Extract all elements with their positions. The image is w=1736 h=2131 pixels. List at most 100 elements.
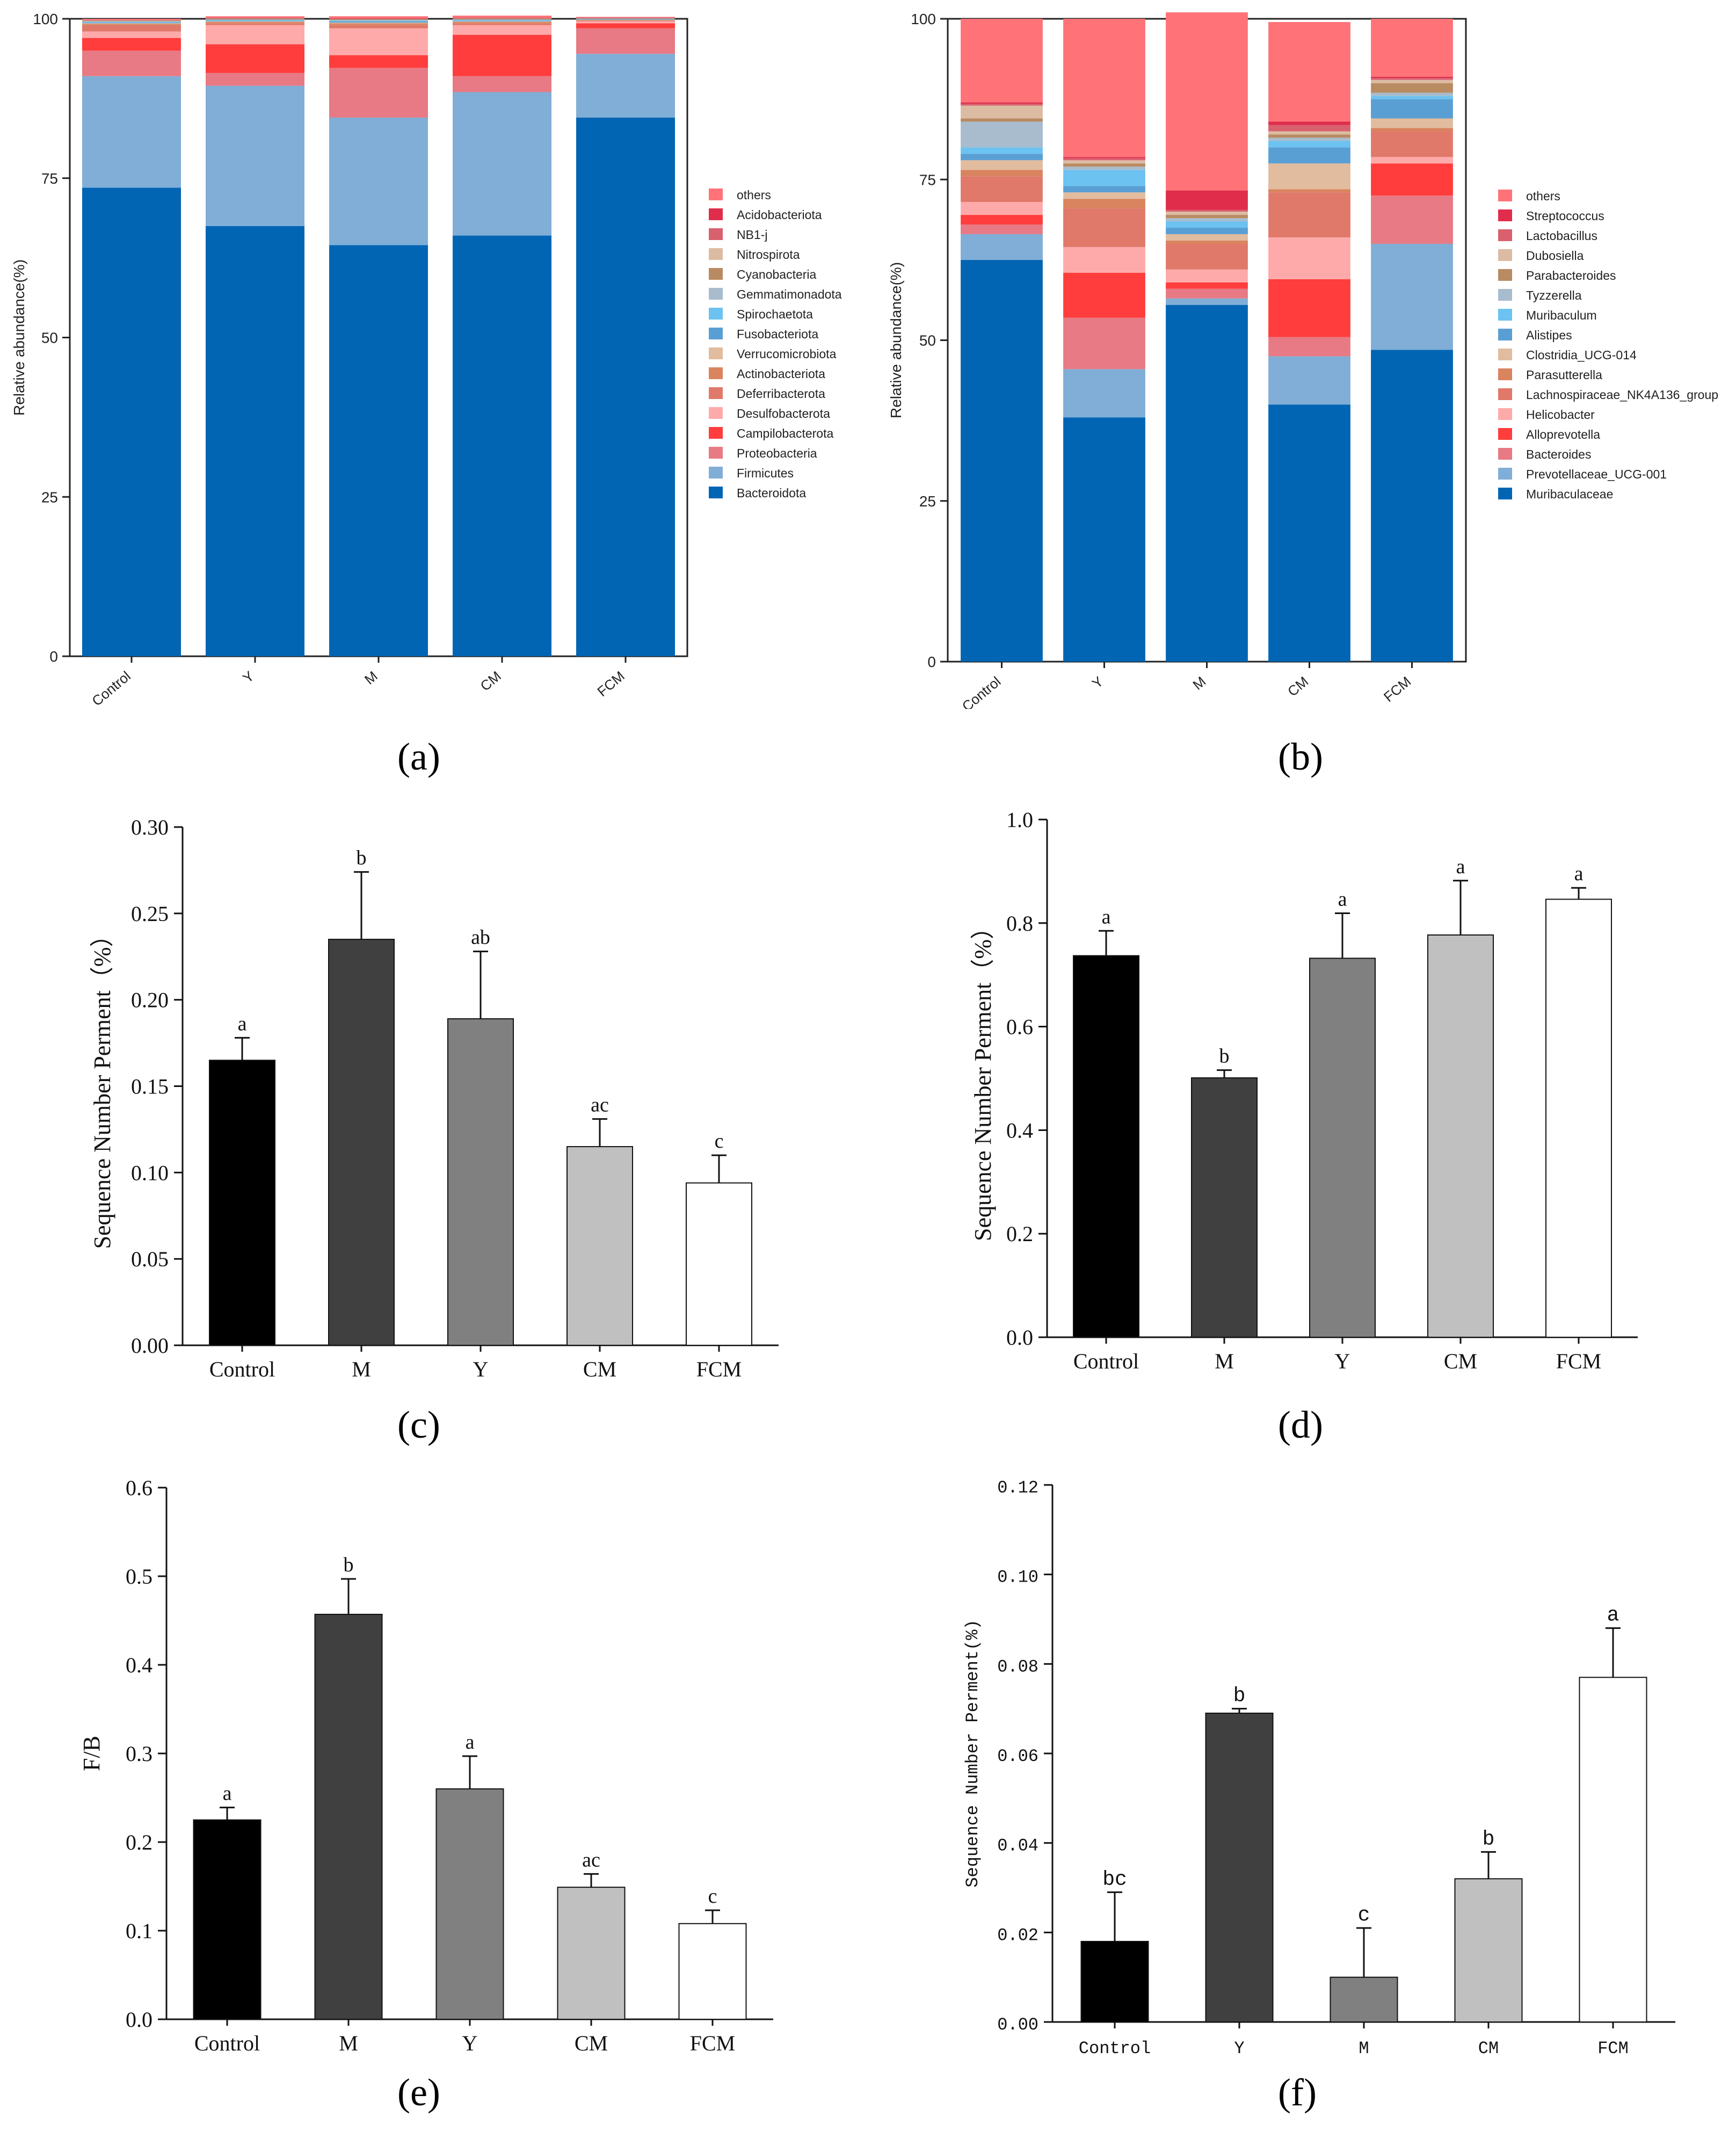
bar-segment-parasutterella [961,170,1043,177]
bar-segment-nitrospirota [82,20,181,21]
legend-label: others [1526,189,1560,203]
significance-letter: a [1102,905,1111,928]
y-tick-label: 0.08 [997,1657,1038,1677]
x-tick-label: Y [473,1357,489,1381]
bar-segment-parasutterella [1371,128,1453,132]
y-tick-label: 25 [41,489,58,505]
bar-segment-parabacteroides [1371,83,1453,93]
y-tick-label: 0 [49,648,58,665]
bar-segment-nitrospirota [453,18,551,19]
bar-segment-others [329,16,428,19]
bar-segment-bacteroides [1166,288,1248,299]
y-tick-label: 0.4 [126,1653,152,1677]
legend-label: Campilobacterota [737,426,833,440]
bar-segment-firmicutes [206,85,304,226]
chart-b: 0 25 50 75 100 Relative abundance(%) Control Y M… [888,11,1718,709]
bar-segment-others [206,16,304,18]
bar-segment-actinobacteriota [453,21,551,24]
legend-label: Parasutterella [1526,368,1602,382]
bar-segment-streptococcus [1371,76,1453,78]
legend-label: Muribaculaceae [1526,487,1613,501]
legend-swatch [709,268,723,280]
bar-m [1191,1077,1258,1338]
bar-segment-helicobacter [1371,157,1453,164]
bar-segment-desulfobacterota [453,25,551,35]
bar-segment-others [1063,19,1145,157]
legend-label: Nitrospirota [737,248,800,262]
y-tick-label: 0.0 [1006,1325,1033,1350]
bar-segment-tyzzerella [961,121,1043,148]
y-tick-label: 0.3 [126,1742,152,1766]
bar-segment-others [961,19,1043,103]
legend-swatch [1498,309,1512,321]
y-tick-label: 0.12 [997,1478,1038,1498]
bar-segment-parabacteroides [1063,163,1145,167]
y-axis-label: Relative abundance(%) [888,262,904,418]
bar-segment-firmicutes [453,92,551,236]
bar-segment-streptococcus [1166,190,1248,210]
y-tick-label: 50 [919,332,936,349]
bar-segment-streptococcus [1063,157,1145,158]
panel-label-e: (e) [397,2071,440,2114]
significance-letter: a [1456,856,1465,878]
x-tick-label: FCM [594,668,627,700]
y-tick-label: 0.00 [997,2015,1038,2035]
bar-segment-proteobacteria [453,76,551,92]
y-tick-label: 0.10 [997,1568,1038,1588]
y-tick-label: 0.02 [997,1925,1038,1945]
bar-segment-lachnospiraceae-nk4a136-group [1166,243,1248,270]
legend-swatch [1498,448,1512,460]
legend-swatch [709,208,723,220]
bar-segment-nb1-j [206,18,304,19]
x-tick-label: Control [89,668,133,709]
legend-swatch [1498,269,1512,281]
y-tick-label: 0.8 [1006,911,1033,936]
legend-label: Lactobacillus [1526,229,1597,243]
bar-m [1330,1976,1398,2023]
bar-segment-muribaculaceae [961,259,1043,662]
legend-swatch [709,347,723,359]
legend-label: Bacteroides [1526,447,1591,461]
bar-segment-prevotellaceae-ucg-001 [1371,243,1453,350]
y-tick-label: 75 [41,170,58,187]
x-tick-label: Y [1089,673,1107,692]
bar-segment-parabacteroides [1268,134,1350,138]
bar-segment-lachnospiraceae-nk4a136-group [1268,192,1350,237]
bar-fcm [678,1923,747,2020]
bar-segment-clostridia-ucg-014 [1268,163,1350,190]
bar-segment-muribaculum [1268,141,1350,148]
bar-segment-dubosiella [961,105,1043,119]
legend-label: Prevotellaceae_UCG-001 [1526,467,1667,481]
x-tick-label: Y [1335,1349,1350,1373]
bar-segment-desulfobacterota [329,28,428,55]
bar-segment-prevotellaceae-ucg-001 [1268,356,1350,405]
legend-swatch [709,487,723,498]
bar-segment-firmicutes [329,117,428,245]
significance-letter: b [1233,1685,1246,1708]
y-tick-label: 0.4 [1006,1118,1033,1142]
legend-label: Firmicutes [737,466,794,480]
x-tick-label: M [361,668,381,688]
legend-label: Tyzzerella [1526,288,1582,302]
bar-segment-muribaculaceae [1268,404,1350,662]
y-tick-label: 50 [41,330,58,346]
bar-segment-campilobacterota [206,44,304,73]
significance-letter: b [1219,1045,1230,1068]
y-axis-label: F/B [78,1736,105,1771]
y-tick-label: 0.04 [997,1836,1038,1856]
significance-letter: ac [591,1094,609,1117]
bar-segment-tyzzerella [1371,92,1453,96]
bar-segment-alloprevotella [1268,279,1350,337]
chart-d: 0.0 0.2 0.4 0.6 0.8 1.0 Sequence Number Permen… [970,808,1638,1373]
bar-segment-lactobacillus [1268,125,1350,132]
significance-letter: a [1574,862,1584,885]
y-tick-label: 0.30 [131,815,169,839]
y-tick-label: 0.05 [131,1247,169,1271]
bar-segment-alloprevotella [961,215,1043,225]
legend-label: Acidobacteriota [737,208,822,222]
bar-segment-clostridia-ucg-014 [961,160,1043,170]
chart-f: 0.00 0.02 0.04 0.06 0.08 0.10 0.12 Sequence Num… [963,1478,1675,2058]
legend-label: Deferribacterota [737,387,825,401]
bar-segment-gemmatimonadota [453,19,551,20]
bar-segment-clostridia-ucg-014 [1166,234,1248,241]
